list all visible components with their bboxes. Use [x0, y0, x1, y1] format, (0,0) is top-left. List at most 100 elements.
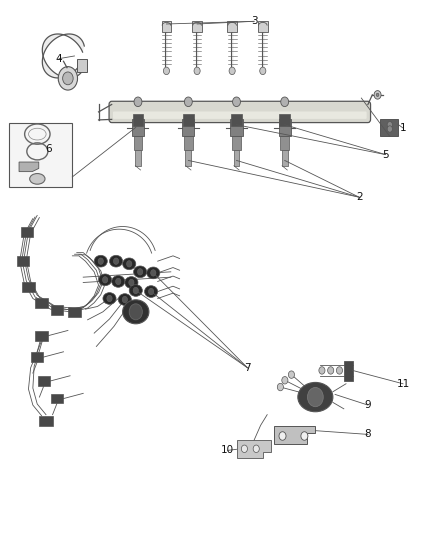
Circle shape [102, 277, 108, 283]
Circle shape [184, 97, 192, 107]
Circle shape [345, 367, 351, 374]
Circle shape [387, 126, 392, 132]
Text: 2: 2 [356, 192, 363, 202]
Circle shape [253, 445, 259, 453]
Circle shape [277, 383, 283, 391]
Bar [234, 150, 240, 166]
Bar [282, 150, 287, 166]
Bar [35, 331, 48, 341]
Ellipse shape [110, 255, 123, 267]
Circle shape [127, 261, 132, 267]
Circle shape [319, 367, 325, 374]
Ellipse shape [147, 267, 160, 279]
Bar [227, 21, 237, 32]
Circle shape [58, 67, 78, 90]
Text: 1: 1 [399, 123, 406, 133]
Bar [279, 119, 291, 136]
Circle shape [148, 288, 154, 295]
Bar [132, 119, 144, 136]
Bar [344, 361, 353, 381]
Text: 7: 7 [244, 363, 251, 373]
Polygon shape [19, 162, 39, 172]
Circle shape [163, 67, 170, 75]
Ellipse shape [145, 286, 158, 297]
Text: 8: 8 [364, 430, 371, 439]
Bar [77, 60, 88, 72]
Circle shape [116, 278, 121, 285]
Bar [31, 352, 43, 362]
Circle shape [122, 296, 127, 303]
Circle shape [133, 287, 138, 294]
Ellipse shape [30, 174, 45, 184]
Circle shape [301, 432, 308, 440]
Bar [135, 150, 141, 166]
Circle shape [288, 371, 294, 378]
Circle shape [113, 258, 119, 264]
Bar [51, 305, 63, 315]
FancyBboxPatch shape [113, 111, 367, 119]
Bar [38, 376, 50, 386]
Bar [184, 136, 193, 150]
Circle shape [387, 122, 392, 128]
Ellipse shape [118, 294, 131, 305]
Bar [9, 123, 72, 187]
Circle shape [151, 270, 156, 276]
Bar [21, 227, 33, 237]
Bar [22, 282, 35, 292]
Circle shape [282, 376, 288, 384]
Bar [279, 115, 290, 126]
Bar [380, 119, 398, 136]
Circle shape [129, 304, 142, 320]
Ellipse shape [99, 274, 112, 286]
FancyBboxPatch shape [109, 101, 371, 123]
Bar [162, 21, 171, 32]
Ellipse shape [94, 255, 107, 267]
Bar [35, 298, 48, 308]
Bar [280, 136, 289, 150]
Bar [134, 136, 142, 150]
Text: 4: 4 [56, 54, 63, 63]
Circle shape [328, 367, 334, 374]
Bar [17, 256, 29, 266]
Circle shape [279, 432, 286, 440]
Circle shape [281, 97, 289, 107]
Ellipse shape [298, 383, 333, 411]
Ellipse shape [125, 277, 138, 288]
Circle shape [134, 97, 142, 107]
Ellipse shape [134, 266, 147, 278]
Text: 10: 10 [221, 446, 234, 455]
Ellipse shape [103, 293, 116, 304]
Bar [51, 394, 63, 403]
Circle shape [107, 295, 112, 302]
Bar [182, 119, 194, 136]
Circle shape [336, 367, 343, 374]
Polygon shape [237, 440, 271, 458]
Polygon shape [42, 34, 85, 78]
Bar [133, 115, 143, 126]
Bar [183, 115, 194, 126]
Circle shape [229, 67, 235, 75]
Circle shape [376, 93, 379, 96]
Circle shape [63, 72, 73, 85]
Circle shape [260, 67, 266, 75]
Circle shape [98, 258, 103, 264]
Ellipse shape [129, 285, 142, 296]
Ellipse shape [123, 300, 149, 324]
Circle shape [374, 91, 381, 99]
Bar [186, 150, 191, 166]
Ellipse shape [112, 276, 125, 287]
Bar [230, 119, 243, 136]
Polygon shape [274, 426, 315, 444]
Circle shape [233, 97, 240, 107]
Text: 3: 3 [251, 17, 258, 26]
Bar [231, 115, 242, 126]
Circle shape [129, 279, 134, 286]
Bar [39, 416, 53, 426]
Text: 11: 11 [396, 379, 410, 389]
Circle shape [241, 445, 247, 453]
Circle shape [194, 67, 200, 75]
Text: 5: 5 [382, 150, 389, 159]
Bar [192, 21, 202, 32]
Bar [232, 136, 241, 150]
Ellipse shape [123, 258, 136, 270]
